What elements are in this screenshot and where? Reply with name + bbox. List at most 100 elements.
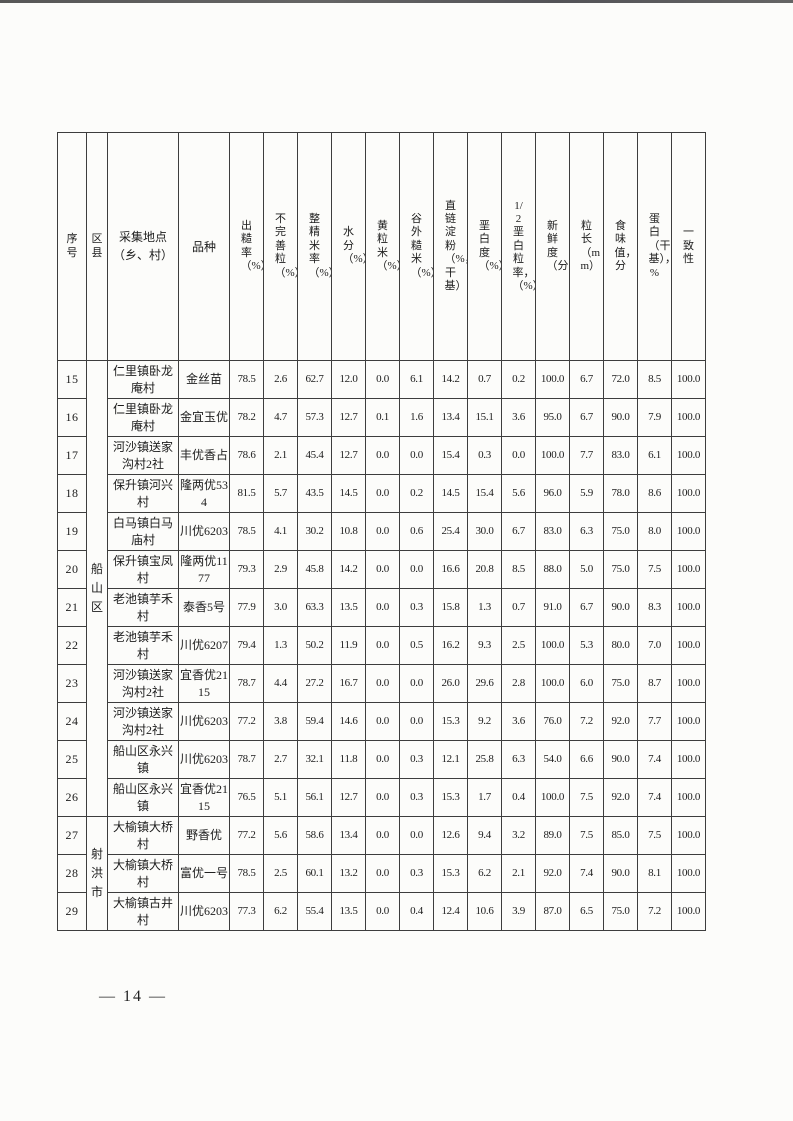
cell-value: 0.7 <box>501 588 536 627</box>
cell-value: 10.8 <box>331 512 366 551</box>
column-header-label: 谷外糙米（%） <box>410 212 433 279</box>
table-row: 18 保升镇河兴村 隆两优534 81.5 5.7 43.5 14.5 0.0 0.2 14.5 1… <box>57 474 706 513</box>
cell-value: 15.8 <box>433 588 468 627</box>
cell-variety: 宜香优2115 <box>178 664 230 703</box>
cell-value: 100.0 <box>671 512 706 551</box>
cell-value: 59.4 <box>297 702 332 741</box>
cell-value: 14.5 <box>433 474 468 513</box>
cell-value: 4.1 <box>263 512 298 551</box>
cell-value: 100.0 <box>671 436 706 475</box>
cell-collection-location: 大榆镇大桥村 <box>107 816 179 855</box>
column-header: 粒长（mm） <box>569 132 604 361</box>
cell-variety: 川优6203 <box>178 702 230 741</box>
cell-value: 6.7 <box>569 398 604 437</box>
cell-value: 5.6 <box>263 816 298 855</box>
cell-serial-number: 23 <box>57 664 87 703</box>
page-number: — 14 — <box>99 988 167 1005</box>
cell-value: 13.5 <box>331 892 366 931</box>
cell-collection-location: 大榆镇大桥村 <box>107 854 179 893</box>
cell-value: 100.0 <box>535 436 570 475</box>
cell-value: 8.0 <box>637 512 672 551</box>
cell-value: 2.9 <box>263 550 298 589</box>
cell-value: 6.2 <box>467 854 502 893</box>
cell-collection-location: 船山区永兴镇 <box>107 740 179 779</box>
cell-value: 9.3 <box>467 626 502 665</box>
cell-value: 63.3 <box>297 588 332 627</box>
cell-value: 3.2 <box>501 816 536 855</box>
column-header-label: 采集地点（乡、村） <box>112 230 173 262</box>
cell-value: 0.0 <box>501 436 536 475</box>
table-body: 15 船山区 仁里镇卧龙庵村 金丝苗 78.5 2.6 62.7 12.0 0.0 6.1 14.2… <box>57 360 706 931</box>
column-header: 蛋白（干基），% <box>637 132 672 361</box>
cell-value: 2.6 <box>263 360 298 399</box>
table-row: 24 河沙镇送家沟村2社 川优6203 77.2 3.8 59.4 14.6 0.0 0.0 15… <box>57 702 706 741</box>
cell-serial-number: 20 <box>57 550 87 589</box>
cell-value: 0.1 <box>365 398 400 437</box>
cell-value: 2.5 <box>263 854 298 893</box>
cell-value: 12.7 <box>331 398 366 437</box>
column-header-label: 一致性 <box>683 226 694 266</box>
cell-variety: 川优6203 <box>178 892 230 931</box>
cell-value: 100.0 <box>671 892 706 931</box>
cell-value: 95.0 <box>535 398 570 437</box>
cell-value: 14.2 <box>331 550 366 589</box>
cell-value: 7.5 <box>569 778 604 817</box>
cell-value: 100.0 <box>671 398 706 437</box>
cell-value: 3.9 <box>501 892 536 931</box>
cell-value: 15.3 <box>433 702 468 741</box>
column-header: 出糙率（%） <box>229 132 264 361</box>
cell-value: 7.7 <box>637 702 672 741</box>
cell-value: 30.0 <box>467 512 502 551</box>
cell-value: 75.0 <box>603 892 638 931</box>
cell-value: 79.3 <box>229 550 264 589</box>
cell-value: 6.1 <box>637 436 672 475</box>
table-row: 17 河沙镇送家沟村2社 丰优香占 78.6 2.1 45.4 12.7 0.0 0.0 15.4… <box>57 436 706 475</box>
cell-value: 14.5 <box>331 474 366 513</box>
cell-value: 11.9 <box>331 626 366 665</box>
table-row: 29 大榆镇古井村 川优6203 77.3 6.2 55.4 13.5 0.0 0.4 12.4 1… <box>57 892 706 931</box>
cell-variety: 野香优 <box>178 816 230 855</box>
cell-value: 7.2 <box>569 702 604 741</box>
table-row: 23 河沙镇送家沟村2社 宜香优2115 78.7 4.4 27.2 16.7 0.0 0.0 2… <box>57 664 706 703</box>
cell-value: 100.0 <box>535 778 570 817</box>
cell-value: 81.5 <box>229 474 264 513</box>
column-header: 垩白度（%） <box>467 132 502 361</box>
cell-value: 100.0 <box>535 360 570 399</box>
column-header-label: 食味值，分 <box>614 219 637 272</box>
cell-value: 92.0 <box>603 778 638 817</box>
cell-value: 5.9 <box>569 474 604 513</box>
cell-value: 7.4 <box>569 854 604 893</box>
cell-value: 0.0 <box>365 702 400 741</box>
column-header: 1/2垩白粒率，（%） <box>501 132 536 361</box>
cell-serial-number: 16 <box>57 398 87 437</box>
column-header-label: 直链淀粉（%，干基） <box>444 199 467 293</box>
cell-value: 78.5 <box>229 360 264 399</box>
cell-value: 0.0 <box>365 512 400 551</box>
cell-collection-location: 老池镇芋禾村 <box>107 588 179 627</box>
cell-value: 79.4 <box>229 626 264 665</box>
cell-value: 12.6 <box>433 816 468 855</box>
cell-serial-number: 28 <box>57 854 87 893</box>
table-row: 28 大榆镇大桥村 富优一号 78.5 2.5 60.1 13.2 0.0 0.3 15.3 6.2… <box>57 854 706 893</box>
cell-variety: 川优6207 <box>178 626 230 665</box>
cell-value: 1.7 <box>467 778 502 817</box>
cell-value: 0.0 <box>399 702 434 741</box>
cell-value: 92.0 <box>535 854 570 893</box>
cell-value: 25.8 <box>467 740 502 779</box>
cell-collection-location: 河沙镇送家沟村2社 <box>107 702 179 741</box>
cell-value: 7.9 <box>637 398 672 437</box>
column-header-label: 区县 <box>91 233 103 259</box>
cell-value: 57.3 <box>297 398 332 437</box>
cell-value: 77.3 <box>229 892 264 931</box>
cell-value: 0.7 <box>467 360 502 399</box>
cell-collection-location: 仁里镇卧龙庵村 <box>107 398 179 437</box>
cell-value: 0.0 <box>365 892 400 931</box>
cell-variety: 富优一号 <box>178 854 230 893</box>
cell-value: 6.5 <box>569 892 604 931</box>
cell-value: 13.4 <box>433 398 468 437</box>
column-header-label: 垩白度（%） <box>478 219 501 272</box>
cell-value: 7.4 <box>637 740 672 779</box>
table-row: 22 老池镇芋禾村 川优6207 79.4 1.3 50.2 11.9 0.0 0.5 16.2 9… <box>57 626 706 665</box>
cell-value: 0.0 <box>365 816 400 855</box>
